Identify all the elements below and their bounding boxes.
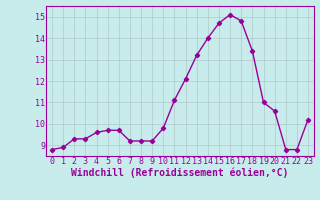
X-axis label: Windchill (Refroidissement éolien,°C): Windchill (Refroidissement éolien,°C): [71, 168, 289, 178]
